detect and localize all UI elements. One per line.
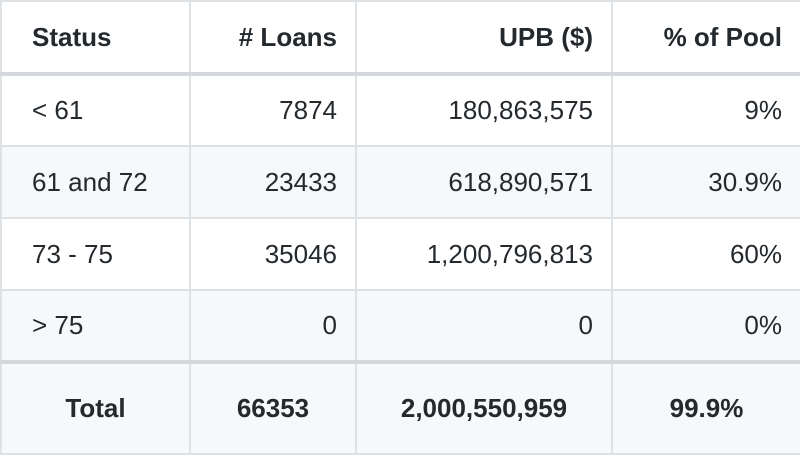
table-row: 61 and 72 23433 618,890,571 30.9% (0, 145, 800, 219)
cell-loans: 35046 (189, 217, 357, 291)
cell-status: > 75 (0, 289, 191, 363)
cell-loans: 23433 (189, 145, 357, 219)
cell-pool: 30.9% (611, 145, 800, 219)
cell-pool: 0% (611, 289, 800, 363)
table-header-row: Status # Loans UPB ($) % of Pool (0, 0, 800, 76)
cell-upb: 0 (355, 289, 613, 363)
cell-upb: 618,890,571 (355, 145, 613, 219)
cell-pool: 60% (611, 217, 800, 291)
cell-pool: 9% (611, 73, 800, 147)
header-status: Status (0, 0, 191, 76)
header-pool: % of Pool (611, 0, 800, 76)
total-upb: 2,000,550,959 (355, 360, 613, 455)
cell-loans: 0 (189, 289, 357, 363)
total-label: Total (0, 360, 191, 455)
cell-upb: 1,200,796,813 (355, 217, 613, 291)
header-upb: UPB ($) (355, 0, 613, 76)
table-row: > 75 0 0 0% (0, 289, 800, 363)
cell-loans: 7874 (189, 73, 357, 147)
table-row: 73 - 75 35046 1,200,796,813 60% (0, 217, 800, 291)
cell-status: < 61 (0, 73, 191, 147)
table-row: < 61 7874 180,863,575 9% (0, 73, 800, 147)
cell-status: 61 and 72 (0, 145, 191, 219)
header-loans: # Loans (189, 0, 357, 76)
cell-status: 73 - 75 (0, 217, 191, 291)
total-loans: 66353 (189, 360, 357, 455)
cell-upb: 180,863,575 (355, 73, 613, 147)
table-total-row: Total 66353 2,000,550,959 99.9% (0, 360, 800, 455)
total-pool: 99.9% (611, 360, 800, 455)
